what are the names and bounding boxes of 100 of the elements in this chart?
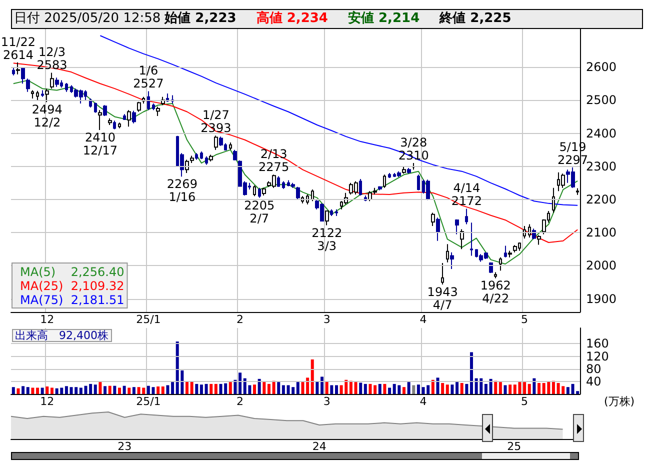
bar	[484, 384, 488, 394]
y-axis-title: (万株)	[604, 395, 635, 408]
bar	[508, 384, 512, 394]
bar	[528, 384, 531, 394]
bar	[46, 386, 49, 394]
candlestick	[108, 118, 112, 126]
bar	[416, 384, 420, 394]
candlestick	[253, 185, 256, 197]
annotation: 2205 2/7	[244, 198, 275, 226]
bar	[128, 388, 131, 394]
candlestick	[98, 110, 102, 130]
candlestick	[359, 178, 362, 196]
candlestick	[156, 106, 160, 117]
candlestick	[513, 244, 517, 253]
candlestick	[41, 90, 44, 98]
bar	[31, 388, 34, 394]
text: MA(25) 2,109.32	[20, 279, 124, 293]
candlestick	[528, 224, 531, 238]
candlestick	[436, 217, 440, 242]
candlestick	[388, 172, 391, 178]
text: 始値 2,223	[164, 11, 236, 26]
candlestick	[277, 176, 280, 188]
annotation: 11/22 2614	[0, 34, 36, 62]
x-tick-label: 4	[420, 313, 427, 326]
candlestick	[311, 189, 314, 202]
annotation: 2494 12/2	[32, 102, 62, 130]
annotation: 2269 1/16	[166, 177, 198, 204]
candlestick	[152, 102, 155, 111]
candlestick	[407, 168, 411, 174]
candlestick	[330, 208, 333, 217]
x-tick-label: 25/1	[136, 395, 161, 408]
bar	[171, 382, 174, 394]
bar	[402, 387, 406, 394]
candlestick	[325, 210, 329, 226]
candlestick	[127, 110, 131, 128]
candlestick	[166, 93, 169, 102]
bar	[368, 384, 372, 394]
candlestick	[291, 182, 295, 188]
bar	[190, 381, 194, 394]
candlestick	[508, 250, 512, 258]
candlestick	[123, 114, 126, 121]
bar	[282, 385, 285, 394]
text: 終値 2,225	[440, 11, 512, 26]
bar	[238, 372, 242, 394]
annotation: 2410 12/17	[82, 130, 118, 158]
bar	[40, 388, 44, 394]
candlestick	[397, 170, 401, 178]
bar	[22, 386, 25, 394]
bar	[200, 384, 203, 394]
bar	[310, 359, 314, 394]
annotation: 1943 4/7	[427, 285, 458, 312]
bar	[50, 388, 54, 394]
bar	[267, 384, 270, 394]
candlestick	[426, 179, 430, 201]
bar	[306, 378, 310, 394]
bar	[214, 384, 218, 394]
bar	[456, 382, 459, 394]
bar	[538, 383, 541, 394]
y-tick-label: 40	[586, 374, 602, 388]
chart-title: 日付 2025/05/20 12:58	[14, 11, 161, 26]
bar	[532, 378, 536, 394]
y-tick-label: 2100	[586, 226, 617, 240]
bar	[436, 378, 440, 394]
bar	[450, 384, 454, 394]
bar	[132, 387, 136, 394]
bar	[12, 387, 15, 394]
y-tick-label: 2500	[586, 93, 617, 108]
candlestick	[296, 186, 300, 200]
candlestick	[523, 225, 526, 240]
candlestick	[142, 96, 145, 104]
x-tick-label: 12	[40, 395, 54, 408]
candlestick	[219, 136, 223, 146]
annotation: 1/6 2527	[133, 64, 164, 91]
candlestick	[200, 150, 203, 160]
candlestick	[209, 154, 213, 162]
bar	[325, 381, 328, 394]
y-tick-label: 2000	[586, 258, 617, 273]
bar	[210, 384, 213, 394]
bar	[407, 382, 410, 394]
text: 安値 2,214	[348, 11, 420, 26]
candlestick	[494, 272, 497, 279]
bar	[253, 384, 256, 394]
bar	[122, 386, 126, 394]
bar	[552, 380, 555, 394]
bar	[364, 384, 367, 394]
candlestick	[373, 187, 377, 195]
bar	[16, 388, 20, 394]
candlestick	[532, 228, 536, 240]
bar	[316, 381, 319, 394]
candlestick	[171, 94, 174, 104]
bar	[494, 380, 498, 394]
candlestick	[45, 88, 49, 103]
candlestick	[441, 262, 444, 286]
candlestick	[89, 98, 92, 108]
candlestick	[26, 78, 30, 92]
y-tick-label: 1900	[586, 292, 617, 306]
candlestick	[306, 194, 309, 205]
bar	[374, 385, 377, 394]
bar	[296, 382, 300, 394]
candlestick	[50, 72, 54, 90]
